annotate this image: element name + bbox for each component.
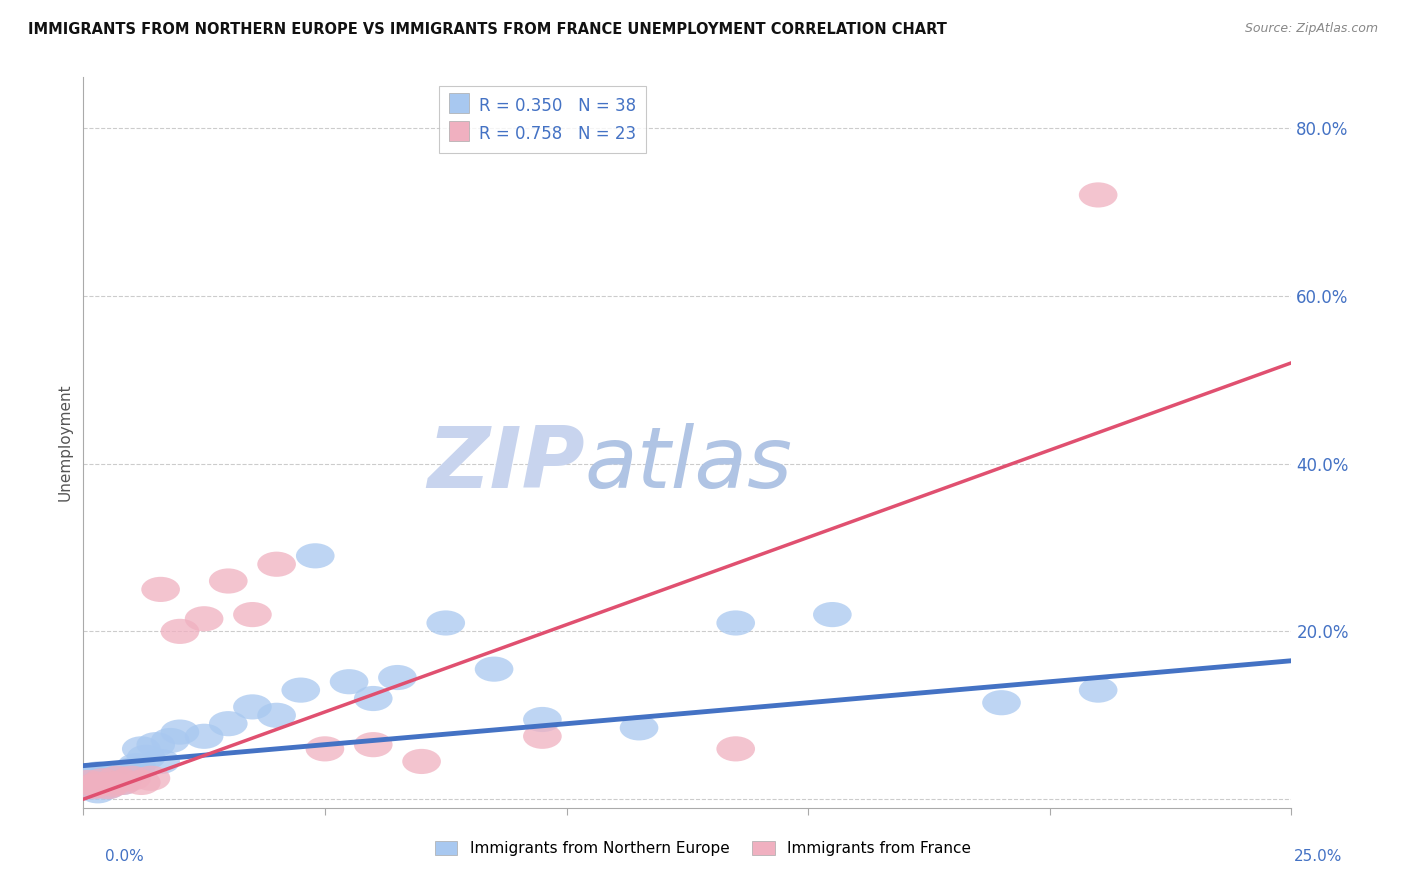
Ellipse shape — [112, 757, 150, 782]
Ellipse shape — [79, 762, 117, 787]
Ellipse shape — [79, 778, 117, 804]
Ellipse shape — [150, 728, 190, 753]
Text: Source: ZipAtlas.com: Source: ZipAtlas.com — [1244, 22, 1378, 36]
Ellipse shape — [73, 774, 112, 799]
Ellipse shape — [107, 762, 146, 787]
Ellipse shape — [98, 765, 136, 791]
Ellipse shape — [83, 768, 122, 793]
Ellipse shape — [402, 749, 441, 774]
Ellipse shape — [93, 772, 132, 797]
Ellipse shape — [98, 765, 136, 791]
Text: atlas: atlas — [585, 423, 793, 506]
Ellipse shape — [233, 694, 271, 720]
Ellipse shape — [209, 711, 247, 736]
Ellipse shape — [233, 602, 271, 627]
Ellipse shape — [620, 715, 658, 740]
Ellipse shape — [69, 770, 107, 795]
Ellipse shape — [112, 765, 150, 791]
Ellipse shape — [103, 770, 141, 795]
Ellipse shape — [89, 774, 127, 799]
Ellipse shape — [83, 772, 122, 797]
Legend: R = 0.350   N = 38, R = 0.758   N = 23: R = 0.350 N = 38, R = 0.758 N = 23 — [439, 86, 645, 153]
Ellipse shape — [160, 619, 200, 644]
Ellipse shape — [83, 768, 122, 793]
Y-axis label: Unemployment: Unemployment — [58, 384, 72, 501]
Text: IMMIGRANTS FROM NORTHERN EUROPE VS IMMIGRANTS FROM FRANCE UNEMPLOYMENT CORRELATI: IMMIGRANTS FROM NORTHERN EUROPE VS IMMIG… — [28, 22, 948, 37]
Ellipse shape — [813, 602, 852, 627]
Ellipse shape — [257, 551, 295, 577]
Ellipse shape — [717, 736, 755, 762]
Ellipse shape — [141, 577, 180, 602]
Ellipse shape — [103, 770, 141, 795]
Ellipse shape — [73, 774, 112, 799]
Ellipse shape — [136, 732, 176, 757]
Text: 25.0%: 25.0% — [1295, 849, 1343, 863]
Ellipse shape — [281, 678, 321, 703]
Ellipse shape — [184, 723, 224, 749]
Ellipse shape — [426, 610, 465, 636]
Text: 0.0%: 0.0% — [105, 849, 145, 863]
Ellipse shape — [354, 732, 392, 757]
Ellipse shape — [209, 568, 247, 593]
Ellipse shape — [122, 736, 160, 762]
Ellipse shape — [717, 610, 755, 636]
Ellipse shape — [89, 774, 127, 799]
Ellipse shape — [117, 753, 156, 778]
Ellipse shape — [184, 607, 224, 632]
Ellipse shape — [983, 690, 1021, 715]
Ellipse shape — [354, 686, 392, 711]
Ellipse shape — [523, 723, 562, 749]
Ellipse shape — [73, 765, 112, 791]
Ellipse shape — [79, 772, 117, 797]
Ellipse shape — [330, 669, 368, 694]
Ellipse shape — [475, 657, 513, 681]
Ellipse shape — [523, 706, 562, 732]
Text: ZIP: ZIP — [427, 423, 585, 506]
Legend: Immigrants from Northern Europe, Immigrants from France: Immigrants from Northern Europe, Immigra… — [429, 835, 977, 862]
Ellipse shape — [378, 665, 416, 690]
Ellipse shape — [305, 736, 344, 762]
Ellipse shape — [1078, 182, 1118, 208]
Ellipse shape — [257, 703, 295, 728]
Ellipse shape — [93, 770, 132, 795]
Ellipse shape — [127, 745, 166, 770]
Ellipse shape — [160, 720, 200, 745]
Ellipse shape — [89, 764, 127, 789]
Ellipse shape — [141, 749, 180, 774]
Ellipse shape — [69, 770, 107, 795]
Ellipse shape — [295, 543, 335, 568]
Ellipse shape — [1078, 678, 1118, 703]
Ellipse shape — [132, 765, 170, 791]
Ellipse shape — [122, 770, 160, 795]
